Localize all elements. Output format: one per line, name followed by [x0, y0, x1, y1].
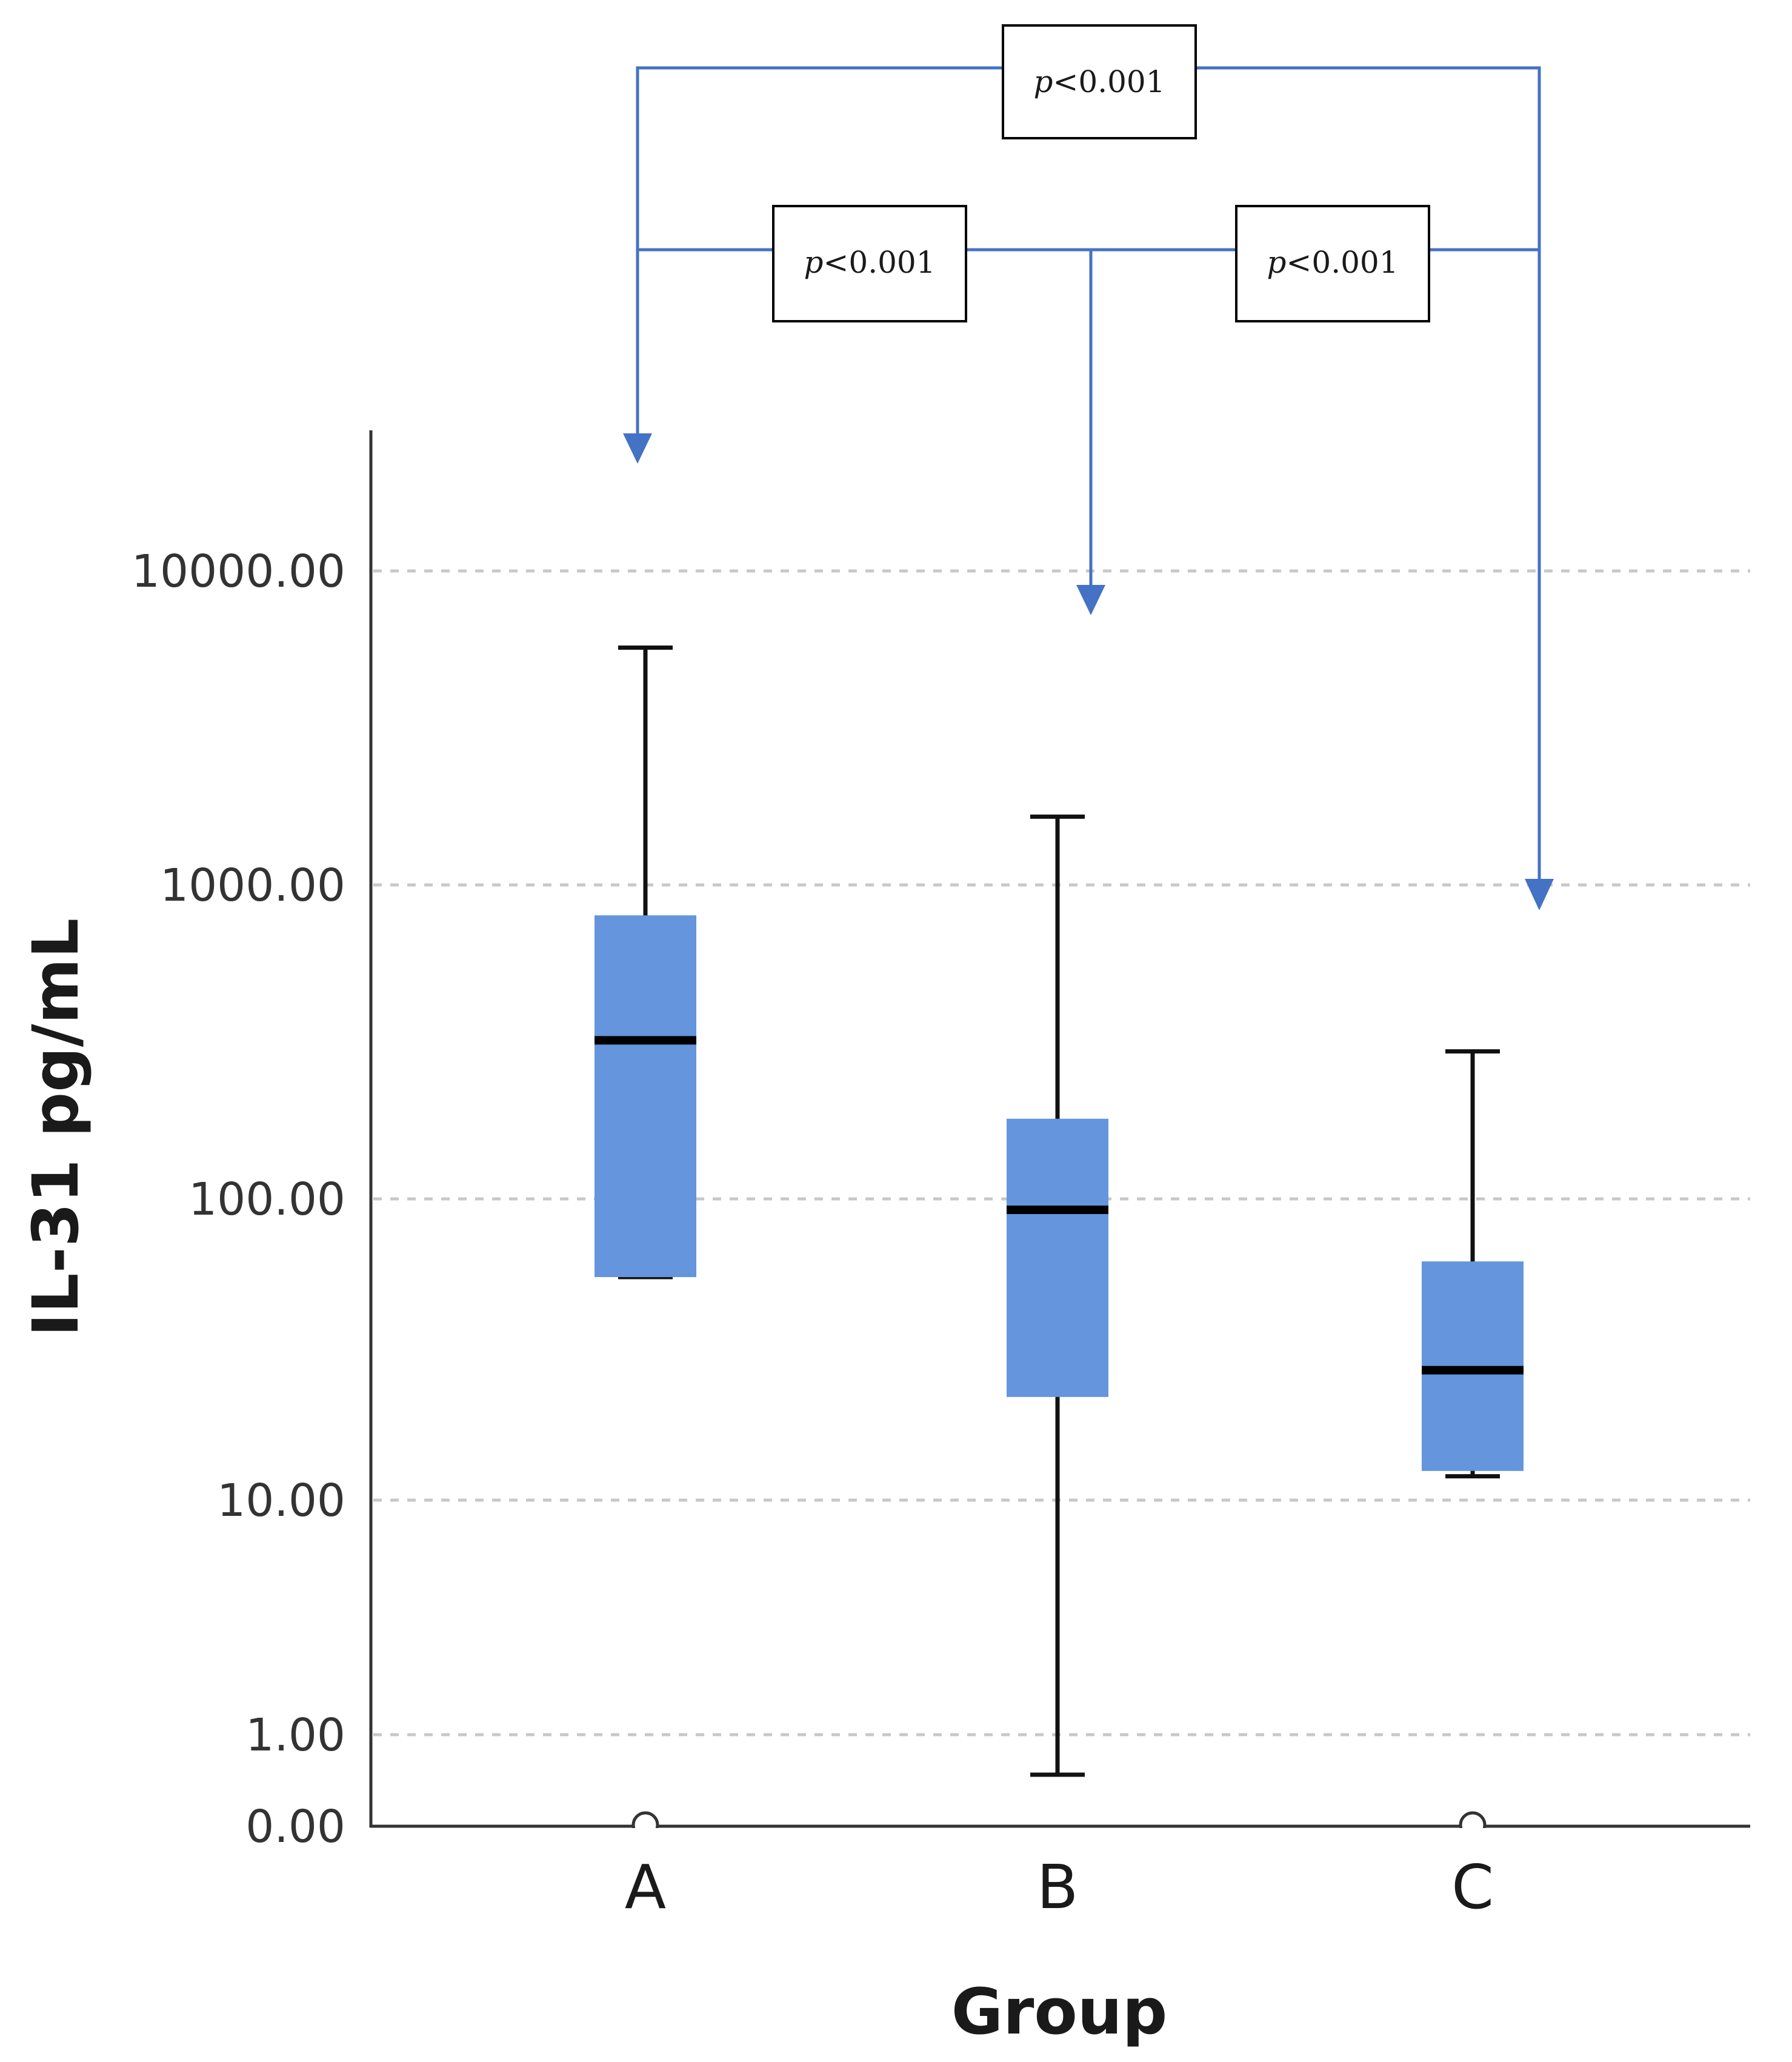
y-tick-label: 1000.00	[160, 859, 345, 912]
iqr-box	[595, 915, 696, 1278]
p-symbol-a-b: p	[804, 245, 823, 280]
p-text-a-c: <0.001	[1053, 64, 1165, 99]
y-tick-label: 100.00	[188, 1173, 345, 1226]
box-group-c	[1422, 1049, 1524, 1839]
p-value-frame-a-b	[772, 205, 967, 322]
p-value-label-b-c: p<0.001	[1267, 245, 1398, 280]
y-tick-label: 10.00	[217, 1475, 345, 1527]
x-tick-label-c: C	[1451, 1852, 1494, 1923]
x-tick-label-a: A	[625, 1852, 666, 1923]
y-tick-label: 1.00	[245, 1709, 345, 1761]
p-text-a-b: <0.001	[823, 245, 935, 280]
p-value-label-a-b: p<0.001	[804, 245, 935, 280]
box-group-b	[1007, 814, 1108, 1777]
boxes	[595, 645, 1524, 1839]
comparison-brackets: p<0.001 p<0.001 p<0.001	[623, 24, 1554, 910]
y-tick-labels: 10000.00 1000.00 100.00 10.00 1.00 0.00	[132, 546, 345, 1853]
arrow-b-head	[1076, 585, 1105, 615]
axis-mask	[372, 1828, 1751, 1852]
x-tick-labels: A B C	[372, 1828, 1751, 1923]
iqr-box	[1007, 1118, 1108, 1397]
y-tick-label: 0.00	[245, 1801, 345, 1853]
p-value-frame-b-c	[1235, 205, 1430, 322]
box-group-a	[595, 645, 696, 1839]
y-axis-title: IL-31 pg/mL	[19, 918, 93, 1337]
axes	[369, 430, 1750, 1828]
y-tick-label: 10000.00	[132, 546, 345, 598]
bracket-a-c	[636, 66, 1541, 879]
p-symbol-a-c: p	[1033, 64, 1053, 99]
x-tick-label-b: B	[1037, 1852, 1079, 1923]
p-value-label-a-c: p<0.001	[1033, 64, 1165, 99]
p-symbol-b-c: p	[1267, 245, 1286, 280]
p-text-b-c: <0.001	[1286, 245, 1398, 280]
arrow-a-head	[623, 433, 652, 464]
p-value-box-a-b: p<0.001	[772, 205, 967, 322]
arrow-c-head	[1525, 879, 1554, 910]
x-axis-title: Group	[951, 1975, 1168, 2049]
p-value-box-b-c: p<0.001	[1235, 205, 1430, 322]
p-value-frame-a-c	[1002, 24, 1197, 139]
p-value-box-a-c: p<0.001	[1002, 24, 1197, 139]
